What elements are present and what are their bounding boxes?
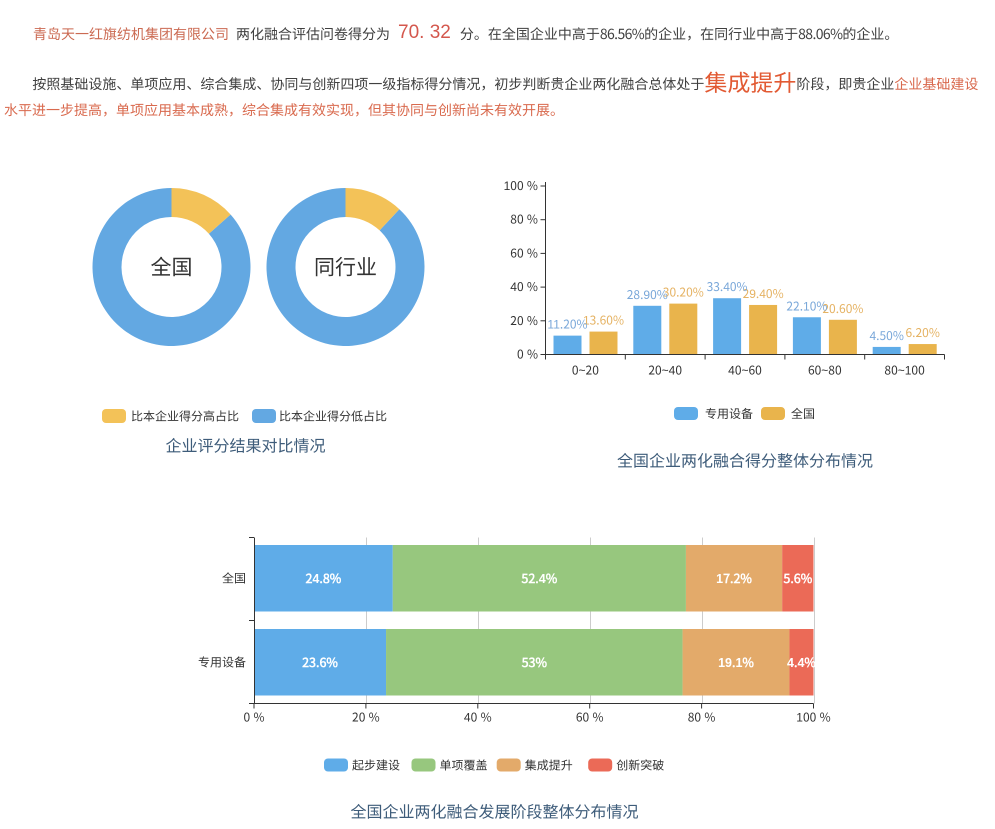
svg-text:0 %: 0 % (243, 709, 264, 726)
svg-text:比本企业得分低占比: 比本企业得分低占比 (279, 408, 387, 425)
svg-text:40~60: 40~60 (728, 362, 762, 379)
svg-text:0~20: 0~20 (572, 362, 599, 379)
svg-text:60~80: 60~80 (808, 362, 842, 379)
svg-text:13.60%: 13.60% (583, 312, 624, 329)
svg-text:80 %: 80 % (510, 211, 538, 228)
svg-text:4.50%: 4.50% (870, 327, 904, 344)
svg-text:专用设备: 专用设备 (198, 653, 246, 670)
svg-text:单项覆盖: 单项覆盖 (440, 757, 488, 774)
svg-text:29.40%: 29.40% (743, 285, 784, 302)
svg-text:20 %: 20 % (352, 709, 380, 726)
svg-text:33.40%: 33.40% (707, 278, 748, 295)
svg-text:比本企业得分高占比: 比本企业得分高占比 (131, 408, 239, 425)
svg-text:同行业: 同行业 (314, 252, 377, 282)
svg-text:52.4%: 52.4% (520, 568, 557, 587)
svg-text:创新突破: 创新突破 (616, 757, 664, 774)
svg-text:20~40: 20~40 (648, 362, 682, 379)
svg-text:30.20%: 30.20% (663, 284, 704, 301)
svg-text:全国企业两化融合得分整体分布情况: 全国企业两化融合得分整体分布情况 (617, 448, 873, 472)
svg-text:20 %: 20 % (510, 312, 538, 329)
svg-text:0 %: 0 % (517, 346, 538, 363)
svg-text:11.20%: 11.20% (547, 316, 587, 333)
svg-text:23.6%: 23.6% (302, 652, 338, 671)
svg-text:起步建设: 起步建设 (352, 757, 400, 774)
svg-text:全国: 全国 (791, 405, 815, 422)
svg-text:20.60%: 20.60% (822, 300, 863, 317)
svg-text:集成提升: 集成提升 (525, 757, 573, 774)
svg-text:全国: 全国 (222, 569, 246, 586)
svg-text:40 %: 40 % (510, 278, 538, 295)
svg-text:22.10%: 22.10% (786, 297, 827, 314)
svg-text:24.8%: 24.8% (305, 568, 341, 587)
svg-text:5.6%: 5.6% (782, 568, 812, 587)
svg-text:53%: 53% (521, 652, 548, 671)
svg-text:60 %: 60 % (510, 244, 538, 261)
svg-text:6.20%: 6.20% (906, 324, 940, 341)
svg-text:17.2%: 17.2% (716, 568, 752, 587)
svg-text:60 %: 60 % (576, 709, 604, 726)
svg-text:80 %: 80 % (688, 709, 716, 726)
svg-text:100 %: 100 % (796, 709, 830, 726)
svg-text:28.90%: 28.90% (627, 286, 668, 303)
svg-text:专用设备: 专用设备 (705, 405, 753, 422)
svg-text:全国企业两化融合发展阶段整体分布情况: 全国企业两化融合发展阶段整体分布情况 (350, 799, 638, 823)
svg-text:全国: 全国 (151, 252, 193, 282)
svg-text:企业评分结果对比情况: 企业评分结果对比情况 (165, 433, 325, 457)
svg-text:100 %: 100 % (504, 177, 538, 194)
svg-text:80~100: 80~100 (884, 362, 925, 379)
svg-text:19.1%: 19.1% (718, 652, 754, 671)
svg-text:40 %: 40 % (464, 709, 492, 726)
svg-text:4.4%: 4.4% (787, 652, 816, 671)
